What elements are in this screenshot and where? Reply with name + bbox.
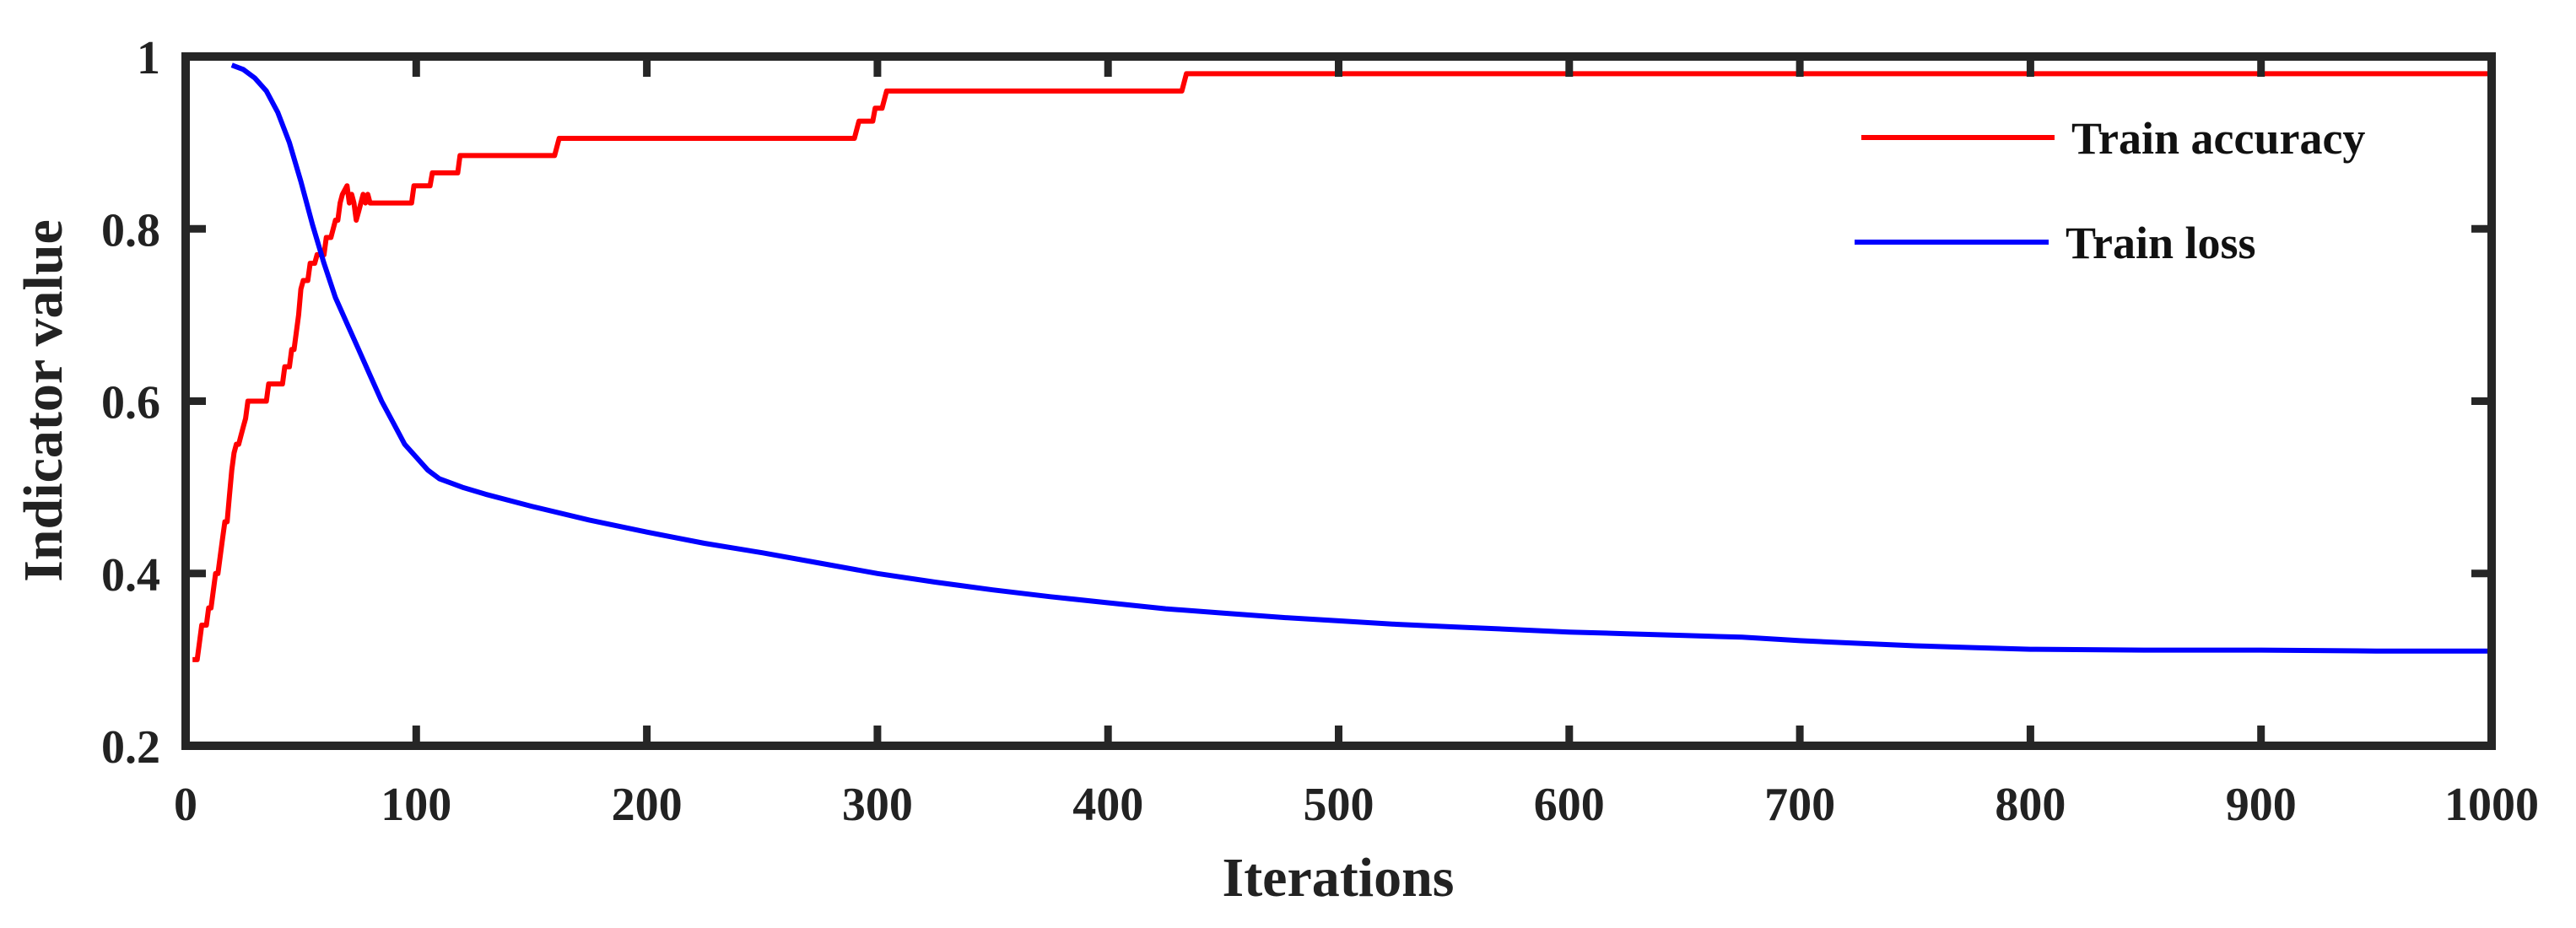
y-tick-label-0.2: 0.2: [101, 721, 160, 774]
x-tick-label-200: 200: [612, 779, 683, 831]
legend-label-train-loss: Train loss: [2066, 218, 2256, 268]
legend-label-train-accuracy: Train accuracy: [2071, 113, 2365, 164]
x-tick-label-400: 400: [1072, 779, 1143, 831]
x-tick-label-1000: 1000: [2444, 779, 2539, 831]
x-tick-label-900: 900: [2226, 779, 2297, 831]
tick-layer: [186, 57, 2492, 746]
x-tick-label-800: 800: [1995, 779, 2066, 831]
x-tick-label-0: 0: [174, 779, 197, 831]
legend: Train accuracy Train loss: [1855, 113, 2365, 268]
series-line-train-accuracy: [192, 71, 2492, 662]
y-tick-label-0.6: 0.6: [101, 377, 160, 429]
series-line-train-loss: [230, 62, 2492, 654]
tick-label-layer: 0 100 200 300 400 500 600 700 800 900 1000 0.2 0.4 0.…: [101, 32, 2539, 831]
y-tick-label-0.4: 0.4: [101, 549, 160, 602]
x-tick-label-300: 300: [842, 779, 913, 831]
x-tick-label-500: 500: [1304, 779, 1374, 831]
x-tick-label-700: 700: [1764, 779, 1835, 831]
x-tick-label-600: 600: [1534, 779, 1605, 831]
y-tick-label-1: 1: [137, 32, 160, 84]
y-tick-label-0.8: 0.8: [101, 204, 160, 256]
series-layer: [192, 62, 2492, 662]
x-axis-title: Iterations: [1223, 847, 1455, 909]
x-tick-label-100: 100: [381, 779, 451, 831]
y-axis-title: Indicator value: [13, 219, 74, 582]
